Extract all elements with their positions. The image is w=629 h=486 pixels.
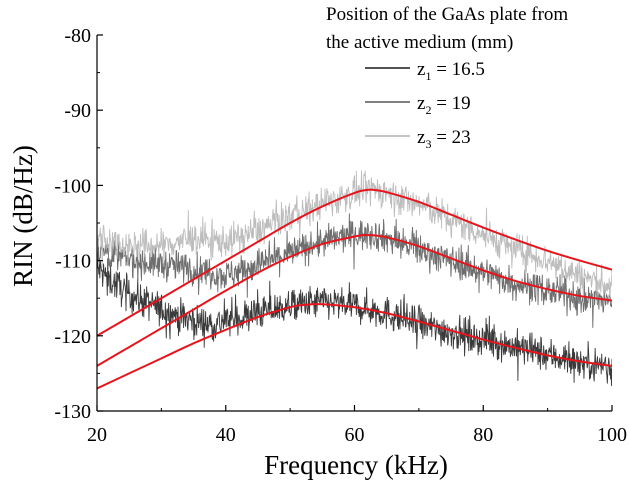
y-tick-label: -100	[54, 175, 91, 197]
x-tick-label: 100	[597, 424, 627, 446]
y-tick-label: -80	[64, 25, 91, 47]
y-axis-title: RIN (dB/Hz)	[8, 145, 38, 287]
fit-curve-1	[97, 303, 612, 390]
fit-curves-layer	[97, 188, 612, 390]
measured-series-3	[97, 170, 612, 304]
fit-curve-2	[97, 233, 612, 367]
legend: Position of the GaAs plate from the acti…	[326, 4, 568, 151]
legend-title-line-2: the active medium (mm)	[326, 32, 513, 53]
axes	[96, 34, 613, 412]
y-tick-label: -120	[54, 326, 91, 348]
tick-labels: 20 40 60 80 100 -80 -90 -100 -110 -120 -130	[54, 25, 627, 446]
measured-series-2	[97, 213, 612, 328]
y-tick-label: -110	[55, 251, 91, 273]
x-tick-label: 20	[87, 424, 107, 446]
x-tick-label: 60	[345, 424, 365, 446]
measured-series-layer	[97, 170, 612, 386]
fit-curve-3	[97, 188, 612, 337]
x-axis-title: Frequency (kHz)	[264, 450, 448, 480]
x-tick-label: 80	[473, 424, 493, 446]
y-tick-label: -130	[54, 401, 91, 423]
legend-label-2: z2 = 19	[417, 93, 471, 117]
legend-label-3: z3 = 23	[417, 127, 471, 151]
measured-series-1	[97, 258, 612, 386]
y-tick-label: -90	[64, 100, 91, 122]
legend-label-1: z1 = 16.5	[417, 59, 485, 83]
legend-title-line-1: Position of the GaAs plate from	[326, 4, 568, 25]
x-tick-label: 40	[216, 424, 236, 446]
